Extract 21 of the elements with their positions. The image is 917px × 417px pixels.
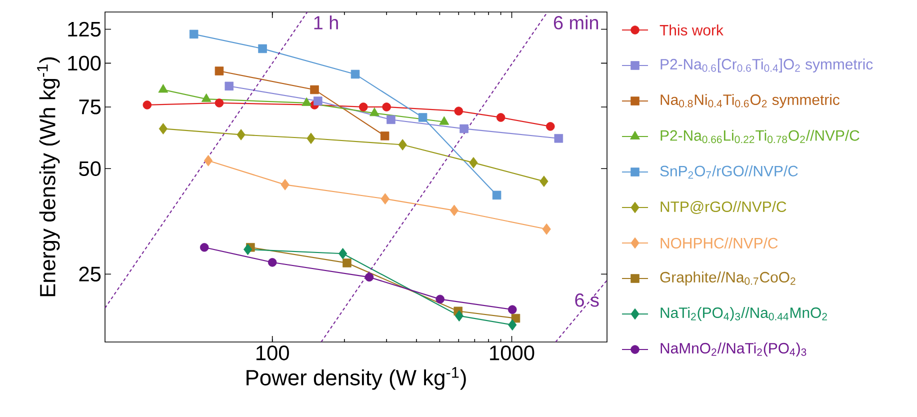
x-axis-title: Power density (W kg$^{-1}$) — [246, 367, 466, 390]
series-label: 6 s — [575, 293, 599, 307]
text: P2-Na$_{0.6}$[Cr$_{0.6}$Ti$_{0.4}$]O$_{2}$ symmetric — [660, 58, 873, 72]
y-tick-label: 125 — [68, 22, 101, 37]
legend-label: SnP$_{2}$O$_{7}$/rGO//NVP/C — [660, 165, 798, 179]
y-tick-label: 50 — [79, 161, 101, 176]
y-axis-title: Energy density (Wh kg$^{-1}$) — [37, 57, 60, 296]
legend-label: NOHPHC//NVP/C — [660, 238, 778, 248]
text: P2-Na$_{0.66}$Li$_{0.22}$Ti$_{0.78}$O$_{2}$//NVP/C — [660, 130, 860, 144]
series-label: 6 min — [554, 16, 598, 30]
y-tick-label: 100 — [68, 56, 101, 71]
y-tick-label: 75 — [79, 100, 101, 114]
text: NaTi$_{2}$(PO$_{4}$)$_{3}$//Na$_{0.44}$MnO$_{2}$ — [660, 307, 827, 321]
text: Na$_{0.8}$Ni$_{0.4}$Ti$_{0.6}$O$_{2}$ symmetric — [660, 94, 840, 108]
x-tick-label: 1000 — [490, 346, 534, 360]
legend-label: NTP@rGO//NVP/C — [660, 201, 786, 214]
series-label: 1 h — [314, 16, 338, 30]
legend-label: NaMnO$_{2}$//NaTi$_{2}$(PO$_{4}$)$_{3}$ — [660, 342, 806, 356]
legend-label: This work — [660, 24, 724, 36]
y-tick-label: 25 — [79, 266, 101, 282]
legend-label: Graphite//Na$_{0.7}$CoO$_{2}$ — [660, 272, 796, 286]
